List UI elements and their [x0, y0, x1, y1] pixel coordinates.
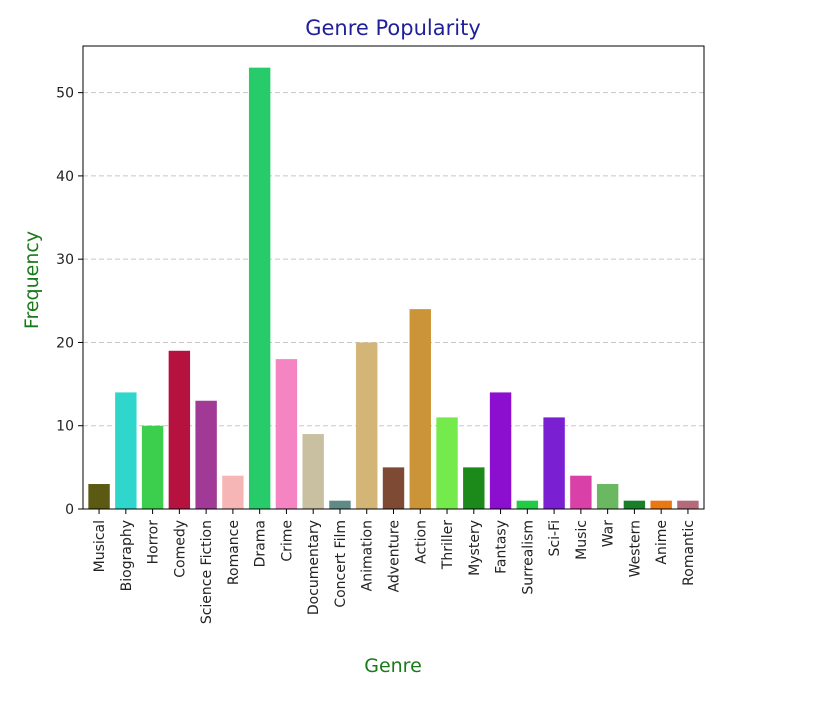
bar — [302, 434, 324, 509]
y-tick-label: 30 — [56, 252, 74, 268]
bar — [88, 484, 110, 509]
bar — [650, 500, 672, 509]
x-tick-label: Adventure — [387, 520, 403, 592]
x-tick-label: Biography — [119, 520, 135, 591]
bar — [463, 467, 485, 509]
y-tick-label: 20 — [56, 335, 74, 351]
x-tick-label: Concert Film — [333, 520, 349, 608]
bar — [623, 500, 646, 509]
x-tick-label: Drama — [253, 520, 269, 567]
x-tick-label: War — [601, 520, 617, 548]
bar — [489, 392, 512, 509]
x-tick-label: Romance — [226, 520, 242, 585]
x-tick-label: Romantic — [681, 520, 697, 586]
bar — [436, 417, 458, 509]
bar — [516, 500, 539, 509]
x-tick-label: Documentary — [306, 520, 322, 615]
chart-title: Genre Popularity — [305, 16, 481, 40]
bar — [222, 475, 244, 509]
bar — [382, 467, 405, 509]
bar — [141, 425, 164, 509]
x-tick-label: Musical — [92, 520, 108, 572]
bar — [356, 342, 378, 509]
x-tick-label: Anime — [654, 520, 670, 565]
x-tick-label: Action — [413, 520, 429, 564]
bar — [677, 500, 699, 509]
x-tick-label: Comedy — [172, 520, 188, 578]
x-tick-label: Surrealism — [520, 520, 536, 595]
bars — [88, 67, 699, 510]
y-axis: 0 10 20 30 40 50 — [56, 86, 83, 518]
y-tick-label: 0 — [65, 502, 74, 518]
x-tick-label: Animation — [360, 520, 376, 591]
bar — [275, 359, 298, 509]
x-axis-label: Genre — [364, 655, 422, 677]
x-tick-label: Mystery — [467, 520, 483, 576]
x-axis: Musical Biography Horror Comedy Science Fict… — [92, 509, 697, 624]
bar — [409, 309, 431, 509]
x-tick-label: Crime — [279, 520, 295, 562]
bar — [570, 475, 592, 509]
bar — [115, 392, 137, 509]
y-tick-label: 50 — [56, 86, 74, 102]
x-tick-label: Sci-Fi — [547, 520, 563, 556]
y-tick-label: 10 — [56, 419, 74, 435]
bar — [195, 400, 217, 509]
y-tick-label: 40 — [56, 169, 74, 185]
bar — [596, 484, 619, 509]
x-tick-label: Music — [574, 520, 590, 560]
x-tick-label: Fantasy — [494, 520, 510, 574]
bar — [248, 67, 271, 510]
x-tick-label: Thriller — [440, 520, 456, 570]
bar — [543, 417, 565, 509]
y-axis-label: Frequency — [21, 231, 43, 329]
x-tick-label: Western — [627, 520, 643, 577]
bar — [329, 500, 351, 509]
bar — [168, 350, 191, 509]
x-tick-label: Science Fiction — [199, 520, 215, 624]
x-tick-label: Horror — [146, 520, 162, 565]
